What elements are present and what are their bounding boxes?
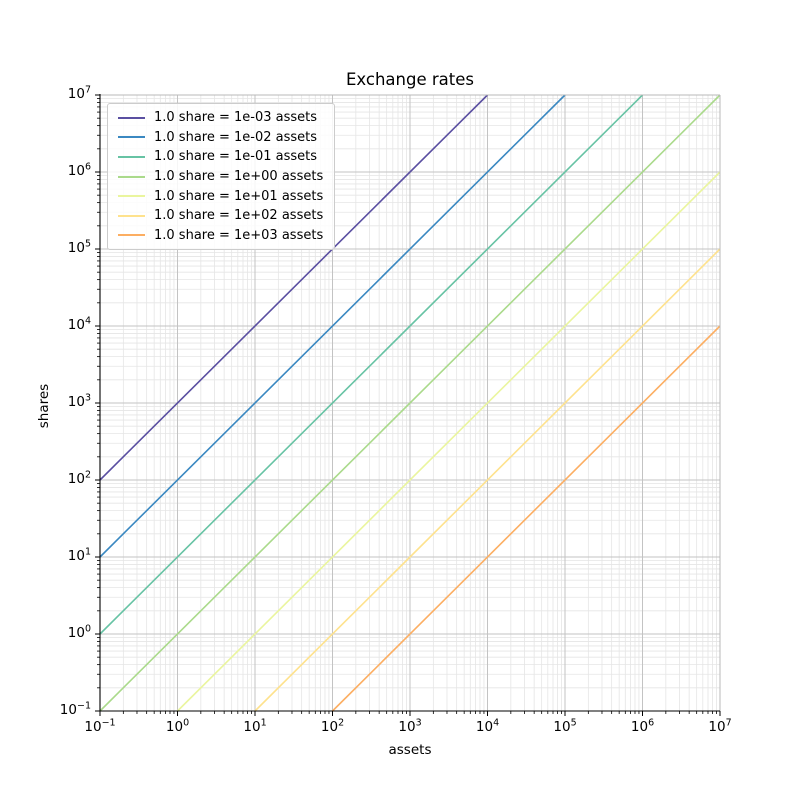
legend-label: 1.0 share = 1e-03 assets bbox=[154, 110, 318, 126]
x-tick-label: 103 bbox=[398, 717, 422, 735]
legend-line-swatch bbox=[118, 155, 145, 158]
y-tick-label: 105 bbox=[67, 238, 91, 256]
y-tick-label: 103 bbox=[67, 392, 91, 410]
legend-item: 1.0 share = 1e-01 assets bbox=[108, 147, 334, 167]
x-tick-label: 107 bbox=[708, 717, 732, 735]
series-line-4 bbox=[176, 171, 721, 712]
x-tick-label: 10−1 bbox=[84, 717, 116, 735]
legend-label: 1.0 share = 1e+03 assets bbox=[154, 227, 324, 243]
x-tick-label: 100 bbox=[165, 717, 190, 735]
legend-label: 1.0 share = 1e-02 assets bbox=[154, 129, 318, 145]
series-line-0 bbox=[99, 94, 489, 481]
x-tick-label: 105 bbox=[553, 717, 577, 735]
y-tick-label: 10−1 bbox=[59, 700, 91, 718]
y-tick-label: 104 bbox=[67, 315, 91, 333]
legend-line-swatch bbox=[118, 195, 145, 198]
legend-item: 1.0 share = 1e+01 assets bbox=[108, 186, 334, 206]
x-tick-label: 102 bbox=[320, 717, 345, 735]
legend: 1.0 share = 1e-03 assets 1.0 share = 1e-0… bbox=[107, 103, 335, 251]
chart-title: Exchange rates bbox=[346, 70, 474, 89]
x-tick-label: 104 bbox=[475, 717, 500, 735]
legend-line-swatch bbox=[118, 234, 145, 237]
series-line-1 bbox=[99, 94, 566, 558]
legend-item: 1.0 share = 1e+02 assets bbox=[108, 206, 334, 226]
x-tick-label: 101 bbox=[243, 717, 267, 735]
legend-label: 1.0 share = 1e+01 assets bbox=[154, 188, 324, 204]
legend-line-swatch bbox=[118, 214, 145, 217]
y-tick-label: 100 bbox=[67, 623, 91, 641]
series-line-3 bbox=[99, 94, 721, 712]
legend-label: 1.0 share = 1e+00 assets bbox=[154, 169, 324, 185]
x-tick-label: 106 bbox=[630, 717, 655, 735]
x-axis-label: assets bbox=[388, 742, 432, 758]
legend-label: 1.0 share = 1e-01 assets bbox=[154, 149, 318, 165]
series-line-6 bbox=[331, 325, 721, 712]
y-tick-label: 101 bbox=[67, 546, 91, 564]
legend-item: 1.0 share = 1e+03 assets bbox=[108, 226, 334, 246]
series-line-2 bbox=[99, 94, 644, 635]
legend-item: 1.0 share = 1e-03 assets bbox=[108, 108, 334, 128]
y-tick-label: 102 bbox=[67, 469, 91, 487]
y-tick-label: 107 bbox=[67, 84, 91, 102]
series-line-5 bbox=[254, 248, 721, 712]
legend-line-swatch bbox=[118, 175, 145, 178]
legend-item: 1.0 share = 1e+00 assets bbox=[108, 167, 334, 187]
legend-line-swatch bbox=[118, 136, 145, 139]
legend-line-swatch bbox=[118, 116, 145, 119]
legend-label: 1.0 share = 1e+02 assets bbox=[154, 208, 324, 224]
y-tick-label: 106 bbox=[67, 161, 91, 179]
legend-item: 1.0 share = 1e-02 assets bbox=[108, 128, 334, 148]
